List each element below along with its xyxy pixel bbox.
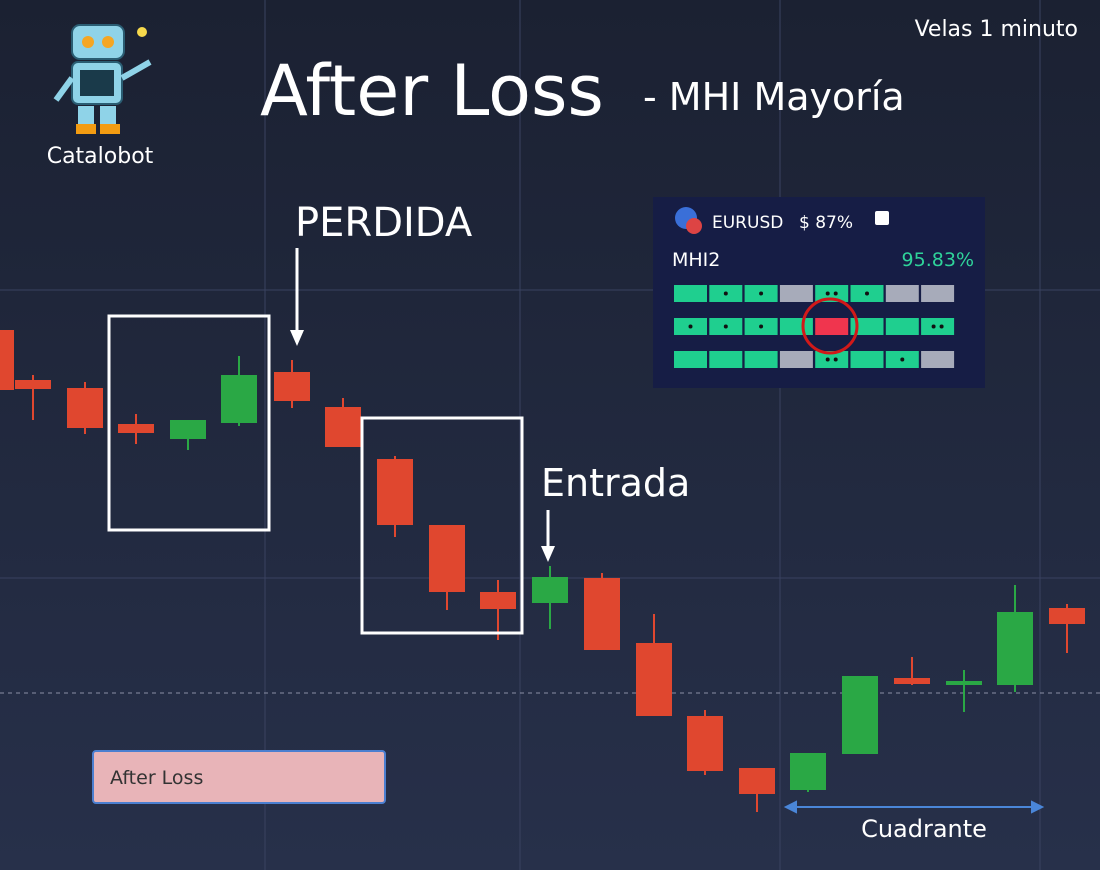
candle-body xyxy=(325,407,361,447)
candle-body xyxy=(221,375,257,423)
candles xyxy=(0,330,1085,812)
candle-body xyxy=(636,643,672,716)
candle-body xyxy=(946,681,982,685)
cell-dot xyxy=(759,324,764,329)
checkbox[interactable] xyxy=(875,211,889,225)
cell-dot xyxy=(833,291,838,296)
quadrant-arrow xyxy=(783,800,1045,814)
signal-cell xyxy=(850,351,884,368)
strategy: MHI2 xyxy=(672,249,720,271)
entry-arrow xyxy=(541,510,555,562)
loss-label: PERDIDA xyxy=(295,200,473,246)
subtitle: - MHI Mayoría xyxy=(643,75,905,119)
signal-cell xyxy=(885,318,919,335)
logo-name: Catalobot xyxy=(47,144,154,169)
candle-body xyxy=(997,612,1033,685)
signal-cell xyxy=(815,285,849,302)
robot-logo xyxy=(53,24,152,134)
signal-cell xyxy=(921,351,955,368)
candle-body xyxy=(480,592,516,609)
candle-body xyxy=(1049,608,1085,624)
cell-dot xyxy=(833,357,838,362)
candle-body xyxy=(377,459,413,525)
title: After Loss xyxy=(260,50,604,132)
cell-dot xyxy=(825,357,830,362)
cell-dot xyxy=(759,291,764,296)
candle-body xyxy=(0,330,14,390)
pattern-box xyxy=(360,416,524,635)
loss-box xyxy=(107,314,271,532)
cell-dot xyxy=(900,357,905,362)
loss-arrow xyxy=(290,248,304,346)
candle-body xyxy=(894,678,930,684)
candle-body xyxy=(739,768,775,794)
signal-cell xyxy=(921,285,955,302)
signal-cell xyxy=(815,351,849,368)
candle-body xyxy=(687,716,723,771)
pair: EURUSD xyxy=(712,213,783,233)
signal-cell xyxy=(779,318,813,335)
cell-dot xyxy=(931,324,936,329)
candle-body xyxy=(429,525,465,592)
cell-dot xyxy=(825,291,830,296)
candle-body xyxy=(170,420,206,439)
entry-label: Entrada xyxy=(541,461,690,505)
signal-cell xyxy=(779,351,813,368)
quadrant-label: Cuadrante xyxy=(861,815,987,843)
signal-cell xyxy=(850,318,884,335)
candle-body xyxy=(532,577,568,603)
cell-dot xyxy=(865,291,869,296)
payout: $ 87% xyxy=(799,213,853,233)
cell-dot xyxy=(939,324,944,329)
signal-cell xyxy=(744,351,778,368)
timeframe: Velas 1 minuto xyxy=(915,17,1078,42)
cell-dot xyxy=(723,324,728,329)
candle-body xyxy=(584,578,620,650)
rate: 95.83% xyxy=(902,249,974,271)
input-value: After Loss xyxy=(110,767,203,789)
signal-cell xyxy=(674,351,707,368)
signal-cell xyxy=(709,351,743,368)
signal-cell xyxy=(815,318,849,335)
cell-dot xyxy=(723,291,728,296)
signal-cell xyxy=(921,318,955,335)
signal-cell xyxy=(885,285,919,302)
candle-body xyxy=(842,676,878,754)
signal-panel: EURUSD $ 87% MHI2 95.83% xyxy=(653,197,985,388)
text-input[interactable] xyxy=(92,750,386,804)
candle-body xyxy=(67,388,103,428)
candle-body xyxy=(15,380,51,389)
signal-cell xyxy=(674,285,707,302)
candle-body xyxy=(118,424,154,433)
cell-dot xyxy=(688,324,693,329)
signal-cell xyxy=(779,285,813,302)
candle-body xyxy=(790,753,826,790)
candle-body xyxy=(274,372,310,401)
